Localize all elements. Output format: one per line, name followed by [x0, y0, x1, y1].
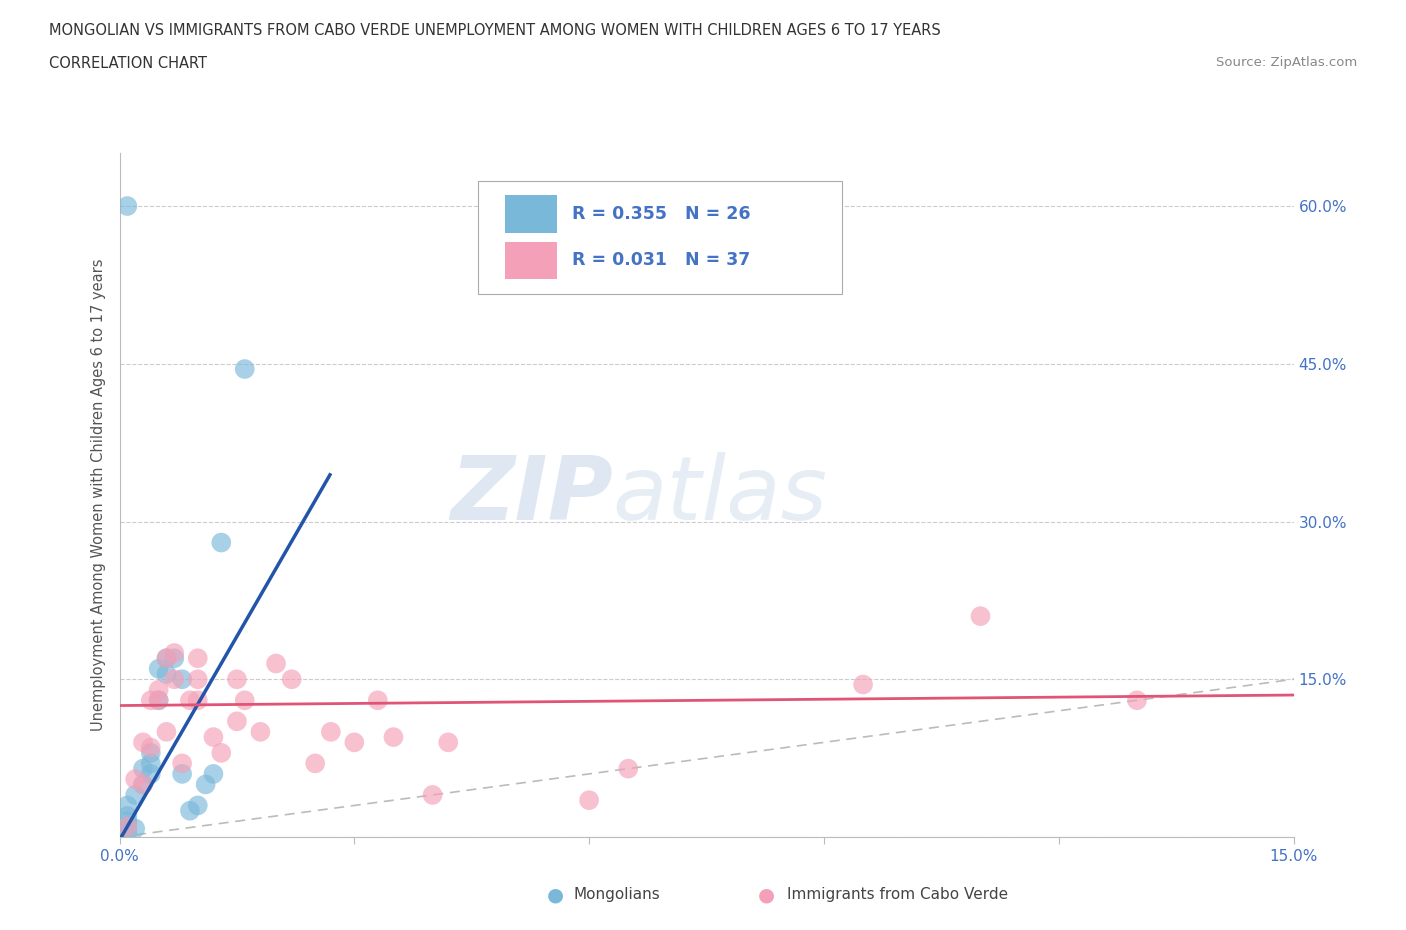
- Point: [132, 777, 155, 791]
- Point: [202, 730, 225, 745]
- Point: [264, 656, 287, 671]
- Point: [148, 693, 170, 708]
- Point: [132, 761, 155, 776]
- Point: [852, 677, 875, 692]
- Point: [343, 735, 366, 750]
- Point: [172, 671, 194, 686]
- Point: [172, 766, 194, 781]
- Bar: [505, 195, 557, 232]
- Text: Mongolians: Mongolians: [574, 887, 661, 902]
- Point: [139, 756, 162, 771]
- Point: [117, 819, 139, 834]
- Point: [179, 804, 201, 818]
- Text: ●: ●: [547, 885, 564, 904]
- Point: [233, 362, 256, 377]
- Point: [124, 772, 146, 787]
- Point: [148, 661, 170, 676]
- Point: [280, 671, 302, 686]
- Point: [187, 671, 209, 686]
- Point: [209, 746, 232, 761]
- Point: [155, 651, 177, 666]
- Point: [163, 651, 186, 666]
- FancyBboxPatch shape: [478, 180, 842, 294]
- Point: [225, 671, 249, 686]
- Text: R = 0.355   N = 26: R = 0.355 N = 26: [571, 205, 749, 223]
- Point: [187, 693, 209, 708]
- Point: [187, 651, 209, 666]
- Point: [139, 766, 162, 781]
- Point: [117, 808, 139, 823]
- Point: [969, 609, 991, 624]
- Point: [155, 667, 177, 682]
- Point: [319, 724, 342, 739]
- Point: [124, 788, 146, 803]
- Point: [132, 735, 155, 750]
- Point: [163, 645, 186, 660]
- Point: [225, 714, 249, 729]
- Point: [117, 798, 139, 813]
- Point: [179, 693, 201, 708]
- Point: [139, 746, 162, 761]
- Point: [117, 814, 139, 829]
- Text: atlas: atlas: [613, 452, 828, 538]
- Point: [148, 693, 170, 708]
- Text: R = 0.031   N = 37: R = 0.031 N = 37: [571, 251, 749, 270]
- Point: [117, 819, 139, 834]
- Point: [382, 730, 405, 745]
- Point: [172, 756, 194, 771]
- Text: ZIP: ZIP: [450, 452, 613, 538]
- Point: [437, 735, 460, 750]
- Y-axis label: Unemployment Among Women with Children Ages 6 to 17 years: Unemployment Among Women with Children A…: [91, 259, 107, 732]
- Point: [148, 683, 170, 698]
- Bar: [505, 242, 557, 279]
- Point: [617, 761, 640, 776]
- Point: [124, 821, 146, 836]
- Point: [132, 777, 155, 791]
- Point: [233, 693, 256, 708]
- Text: CORRELATION CHART: CORRELATION CHART: [49, 56, 207, 71]
- Point: [139, 693, 162, 708]
- Point: [202, 766, 225, 781]
- Point: [187, 798, 209, 813]
- Text: Source: ZipAtlas.com: Source: ZipAtlas.com: [1216, 56, 1357, 69]
- Point: [155, 724, 177, 739]
- Point: [367, 693, 389, 708]
- Text: ●: ●: [758, 885, 775, 904]
- Point: [422, 788, 444, 803]
- Point: [117, 824, 139, 839]
- Point: [139, 740, 162, 755]
- Point: [163, 671, 186, 686]
- Point: [249, 724, 271, 739]
- Point: [1126, 693, 1149, 708]
- Point: [578, 792, 600, 807]
- Point: [117, 199, 139, 214]
- Point: [155, 651, 177, 666]
- Point: [304, 756, 326, 771]
- Text: MONGOLIAN VS IMMIGRANTS FROM CABO VERDE UNEMPLOYMENT AMONG WOMEN WITH CHILDREN A: MONGOLIAN VS IMMIGRANTS FROM CABO VERDE …: [49, 23, 941, 38]
- Point: [194, 777, 217, 791]
- Point: [209, 535, 232, 550]
- Text: Immigrants from Cabo Verde: Immigrants from Cabo Verde: [787, 887, 1008, 902]
